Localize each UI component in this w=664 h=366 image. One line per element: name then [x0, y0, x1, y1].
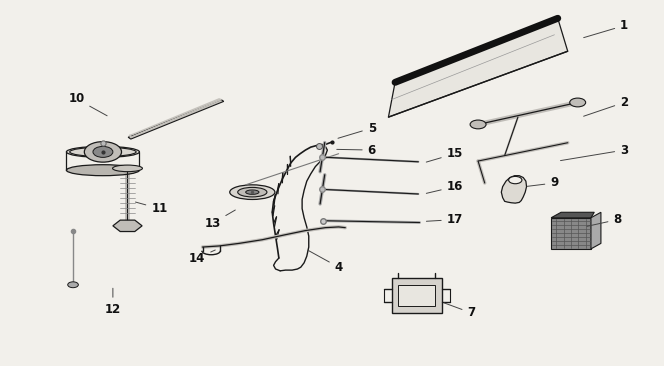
- Circle shape: [68, 282, 78, 288]
- Circle shape: [93, 146, 113, 157]
- Polygon shape: [501, 176, 527, 203]
- Text: 2: 2: [584, 96, 628, 116]
- Text: 8: 8: [587, 213, 622, 226]
- Text: 1: 1: [584, 19, 628, 38]
- Polygon shape: [128, 100, 224, 139]
- Text: 12: 12: [105, 288, 121, 316]
- Ellipse shape: [238, 187, 267, 197]
- Text: 17: 17: [426, 213, 463, 226]
- Text: 13: 13: [205, 210, 235, 230]
- Text: 9: 9: [527, 176, 558, 190]
- Polygon shape: [591, 212, 601, 249]
- Polygon shape: [392, 278, 442, 313]
- Polygon shape: [551, 212, 594, 218]
- Text: 14: 14: [189, 250, 215, 265]
- Circle shape: [509, 176, 522, 184]
- Polygon shape: [551, 218, 591, 249]
- Ellipse shape: [113, 165, 142, 172]
- Text: 7: 7: [444, 303, 475, 320]
- Text: 10: 10: [68, 92, 107, 116]
- Text: 11: 11: [135, 202, 167, 215]
- Polygon shape: [388, 18, 568, 117]
- Text: 3: 3: [560, 143, 628, 161]
- Ellipse shape: [66, 165, 139, 176]
- Ellipse shape: [230, 185, 275, 199]
- Ellipse shape: [66, 146, 139, 157]
- Circle shape: [470, 120, 486, 129]
- Text: 4: 4: [308, 250, 343, 274]
- Text: 15: 15: [426, 147, 463, 162]
- Circle shape: [570, 98, 586, 107]
- Polygon shape: [113, 220, 142, 232]
- Text: 5: 5: [338, 122, 376, 138]
- Ellipse shape: [246, 190, 259, 194]
- Polygon shape: [398, 285, 435, 306]
- Text: 6: 6: [337, 143, 376, 157]
- Circle shape: [84, 142, 122, 162]
- Text: 16: 16: [426, 180, 463, 193]
